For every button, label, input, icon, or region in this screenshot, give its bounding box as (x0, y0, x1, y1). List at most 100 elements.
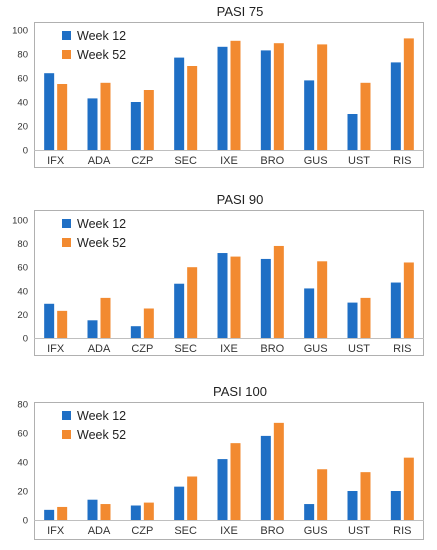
category-label: RIS (393, 343, 411, 355)
legend-swatch (62, 50, 71, 59)
legend-swatch (62, 31, 71, 40)
y-tick-label: 40 (17, 458, 28, 469)
bar-week12 (44, 509, 55, 520)
bar-week12 (390, 282, 401, 338)
bar-week52 (317, 44, 328, 150)
bar-week52 (57, 84, 68, 150)
bar-week12 (347, 114, 358, 150)
y-tick-label: 80 (17, 50, 28, 61)
chart-frame (34, 22, 424, 168)
bar-week52 (100, 297, 111, 338)
bar-week52 (187, 66, 198, 150)
pasi-75-chart-svg: PASI 75 0 20 40 60 80 100 IFX ADA CZP SEC IXE BRO GU… (12, 4, 424, 168)
bar-week52 (403, 457, 414, 520)
bar-week12 (390, 62, 401, 150)
bar-week52 (57, 506, 68, 520)
y-tick-label: 20 (17, 487, 28, 498)
bar-week52 (57, 310, 68, 338)
category-label: GUS (304, 155, 328, 167)
bar-week52 (317, 261, 328, 338)
category-label: ADA (88, 525, 111, 537)
chart-frame (34, 402, 424, 540)
bar-week12 (44, 303, 55, 338)
y-tick-label: 100 (12, 216, 28, 227)
pasi-75-chart: PASI 75 0 20 40 60 80 100 IFX ADA CZP SEC IXE BRO GU… (0, 0, 437, 180)
y-tick-label: 0 (23, 334, 28, 345)
y-tick-label: 40 (17, 98, 28, 109)
pasi-90-chart: PASI 90 0 20 40 60 80 100 IFX ADA CZP SEC IXE BRO GU… (0, 188, 437, 368)
bar-week52 (230, 40, 241, 150)
category-label: ADA (88, 343, 111, 355)
bar-week52 (187, 267, 198, 338)
bar-week52 (230, 443, 241, 520)
category-label: CZP (131, 343, 153, 355)
bar-week52 (143, 90, 154, 150)
bar-week12 (130, 505, 141, 520)
bar-week52 (273, 245, 284, 338)
bar-week12 (304, 80, 315, 150)
bar-week12 (174, 283, 185, 338)
bar-week12 (174, 57, 185, 150)
category-label: GUS (304, 525, 328, 537)
legend-swatch (62, 219, 71, 228)
bar-week52 (100, 82, 111, 150)
y-tick-label: 60 (17, 429, 28, 440)
bar-week52 (100, 504, 111, 520)
category-label: SEC (174, 343, 197, 355)
legend-label: Week 12 (77, 409, 126, 423)
bar-week12 (87, 98, 98, 150)
y-tick-label: 60 (17, 263, 28, 274)
bar-week12 (304, 504, 315, 520)
legend-label: Week 12 (77, 29, 126, 43)
bar-week12 (260, 50, 271, 150)
legend-swatch (62, 238, 71, 247)
y-tick-label: 80 (17, 400, 28, 411)
bar-week12 (130, 102, 141, 150)
category-label: IFX (47, 525, 65, 537)
bar-week12 (44, 73, 55, 150)
bar-week52 (143, 308, 154, 338)
category-label: CZP (131, 155, 153, 167)
category-label: IFX (47, 155, 65, 167)
bar-week12 (130, 326, 141, 338)
category-label: IXE (220, 343, 238, 355)
pasi-100-chart: PASI 100 0 20 40 60 80 IFX ADA CZP SEC IXE BRO GUS U… (0, 380, 437, 550)
category-label: UST (348, 155, 370, 167)
category-label: RIS (393, 155, 411, 167)
bar-week52 (360, 297, 371, 338)
category-label: BRO (260, 343, 284, 355)
bar-week12 (304, 288, 315, 338)
bar-week12 (347, 491, 358, 520)
chart-title: PASI 75 (217, 4, 264, 19)
bar-week12 (217, 46, 228, 150)
bar-week12 (217, 459, 228, 520)
legend-swatch (62, 411, 71, 420)
bar-week52 (273, 43, 284, 151)
category-label: CZP (131, 525, 153, 537)
bar-week52 (273, 422, 284, 520)
bar-week12 (87, 320, 98, 338)
bar-week52 (403, 262, 414, 338)
legend-label: Week 52 (77, 428, 126, 442)
bar-week52 (317, 469, 328, 520)
bar-week12 (217, 253, 228, 338)
y-tick-label: 40 (17, 286, 28, 297)
bar-week12 (87, 499, 98, 520)
bar-week52 (230, 256, 241, 338)
bar-week12 (174, 486, 185, 520)
category-label: BRO (260, 525, 284, 537)
bar-week12 (347, 302, 358, 338)
category-label: IFX (47, 343, 65, 355)
legend-label: Week 12 (77, 217, 126, 231)
bar-week52 (403, 38, 414, 150)
bar-week52 (143, 502, 154, 520)
y-tick-label: 0 (23, 516, 28, 527)
category-label: UST (348, 525, 370, 537)
category-label: SEC (174, 525, 197, 537)
category-label: ADA (88, 155, 111, 167)
legend-label: Week 52 (77, 48, 126, 62)
y-tick-label: 100 (12, 26, 28, 37)
y-tick-label: 60 (17, 74, 28, 85)
category-label: IXE (220, 525, 238, 537)
category-label: GUS (304, 343, 328, 355)
